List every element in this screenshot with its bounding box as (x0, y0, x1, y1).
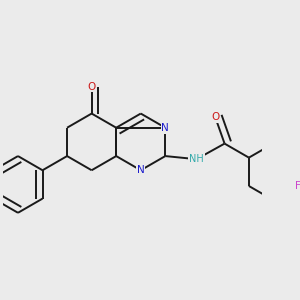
Text: F: F (295, 181, 300, 191)
Text: N: N (161, 123, 169, 133)
Text: N: N (137, 165, 145, 175)
Text: O: O (211, 112, 219, 122)
Text: NH: NH (189, 154, 204, 164)
Text: O: O (88, 82, 96, 92)
